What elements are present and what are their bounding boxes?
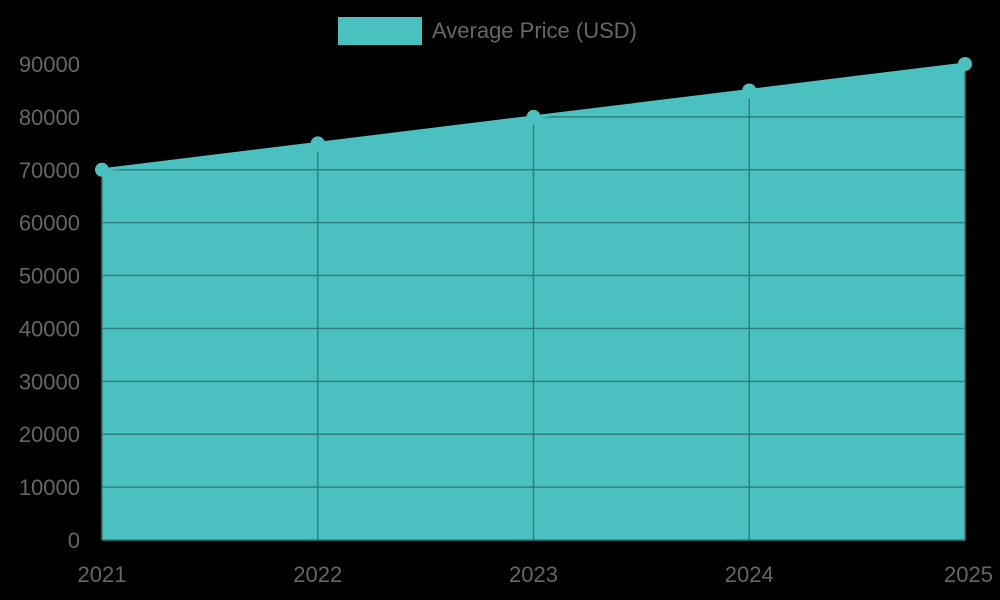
data-points: [95, 57, 972, 177]
y-tick-label: 0: [68, 528, 80, 553]
x-tick-label: 2024: [725, 562, 774, 587]
y-tick-label: 40000: [19, 316, 80, 341]
legend-swatch: [338, 17, 422, 45]
y-tick-label: 30000: [19, 369, 80, 394]
y-tick-label: 90000: [19, 52, 80, 77]
x-tick-label: 2021: [78, 562, 127, 587]
x-tick-label: 2025: [944, 562, 993, 587]
y-tick-label: 10000: [19, 475, 80, 500]
data-point[interactable]: [526, 109, 541, 124]
y-tick-label: 60000: [19, 211, 80, 236]
x-axis-labels: 2021 2022 2023 2024 2025: [78, 562, 993, 587]
x-tick-label: 2023: [509, 562, 558, 587]
data-point[interactable]: [310, 136, 325, 151]
data-point[interactable]: [742, 83, 757, 98]
data-point[interactable]: [95, 162, 109, 177]
y-tick-label: 50000: [19, 264, 80, 289]
gridlines: [101, 72, 966, 541]
data-point[interactable]: [958, 57, 972, 71]
y-axis-labels: 0 10000 20000 30000 40000 50000 60000 70000 8000…: [19, 52, 80, 553]
y-tick-label: 80000: [19, 105, 80, 130]
x-tick-label: 2022: [293, 562, 342, 587]
y-tick-label: 70000: [19, 158, 80, 183]
y-tick-label: 20000: [19, 422, 80, 447]
legend-label: Average Price (USD): [432, 18, 637, 43]
legend[interactable]: Average Price (USD): [338, 17, 637, 45]
